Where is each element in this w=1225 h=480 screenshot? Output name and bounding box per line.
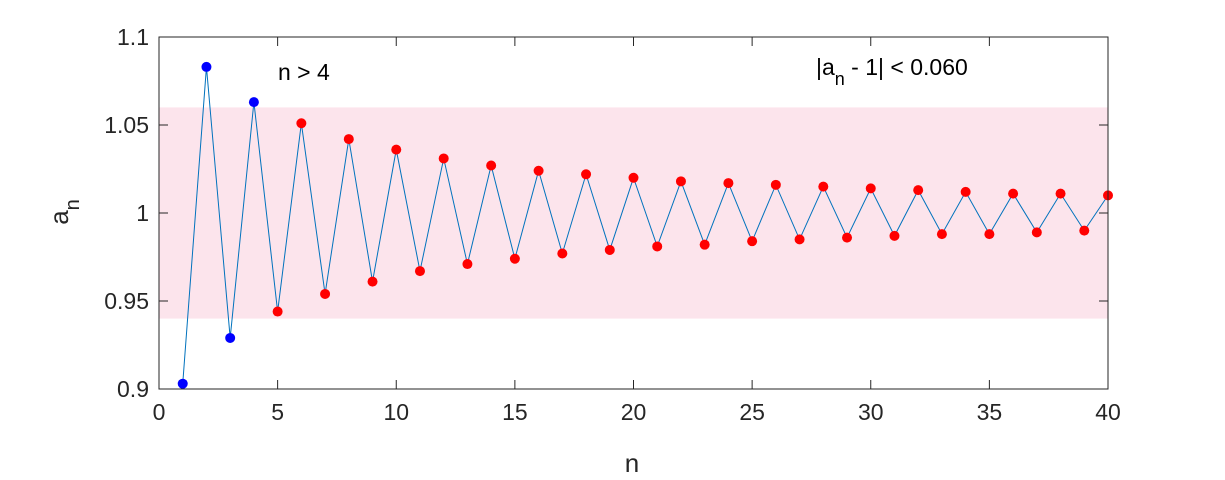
data-point — [842, 232, 853, 243]
data-point — [794, 234, 805, 245]
data-point — [201, 61, 212, 72]
data-point — [486, 160, 497, 171]
x-tick-label: 15 — [502, 399, 528, 425]
y-axis-label-subscript: n — [62, 199, 84, 210]
data-point — [391, 144, 402, 155]
x-tick-label: 30 — [858, 399, 884, 425]
x-tick-label: 0 — [153, 399, 166, 425]
y-tick-label: 1 — [136, 200, 149, 226]
x-tick-label: 35 — [977, 399, 1003, 425]
data-point — [414, 266, 425, 277]
x-tick-label: 40 — [1095, 399, 1121, 425]
x-axis-label: n — [625, 448, 639, 478]
data-point — [557, 248, 568, 259]
data-point — [984, 229, 995, 240]
data-point — [509, 253, 520, 264]
annotation-bound: |an - 1| < 0.060 — [816, 54, 968, 89]
data-point — [889, 230, 900, 241]
data-point — [343, 134, 354, 145]
series-layer — [177, 61, 1113, 389]
data-point — [675, 176, 686, 187]
data-point — [604, 244, 615, 255]
y-tick-label: 1.05 — [104, 112, 149, 138]
x-tick-label: 25 — [739, 399, 765, 425]
bound-suffix: - 1| < 0.060 — [845, 54, 968, 80]
x-tick-label: 10 — [383, 399, 409, 425]
y-axis-ticks: 0.9 0.95 1 1.05 1.1 — [104, 24, 1108, 402]
data-point — [177, 378, 188, 389]
data-point — [581, 169, 592, 180]
series-line — [182, 66, 1109, 384]
data-point — [1055, 188, 1066, 199]
data-point — [296, 118, 307, 129]
x-axis-ticks: 0 5 10 15 20 25 30 35 40 — [153, 37, 1121, 425]
data-point — [272, 306, 283, 317]
data-point — [747, 236, 758, 247]
data-point — [818, 181, 829, 192]
data-point — [1008, 188, 1019, 199]
data-point — [865, 183, 876, 194]
y-tick-label: 0.9 — [117, 376, 149, 402]
annotation-n-condition: n > 4 — [278, 59, 330, 85]
data-point — [936, 229, 947, 240]
data-point — [225, 332, 236, 343]
data-point — [1079, 225, 1090, 236]
data-point — [533, 165, 544, 176]
data-point — [960, 186, 971, 197]
data-point — [367, 276, 378, 287]
data-point — [1031, 227, 1042, 238]
x-tick-label: 5 — [271, 399, 284, 425]
data-point — [723, 178, 734, 189]
bound-subscript: n — [835, 69, 845, 89]
data-point — [913, 185, 924, 196]
tolerance-band — [159, 107, 1108, 319]
x-tick-label: 20 — [621, 399, 647, 425]
y-tick-label: 0.95 — [104, 288, 149, 314]
data-point — [770, 179, 781, 190]
data-point — [628, 172, 639, 183]
data-point — [320, 288, 331, 299]
data-point — [699, 239, 710, 250]
data-point — [248, 97, 259, 108]
data-point — [438, 153, 449, 164]
y-tick-label: 1.1 — [117, 24, 149, 50]
data-point — [462, 259, 473, 270]
y-axis-label: an — [44, 199, 84, 225]
bound-prefix: |a — [816, 54, 835, 80]
data-point — [652, 241, 663, 252]
